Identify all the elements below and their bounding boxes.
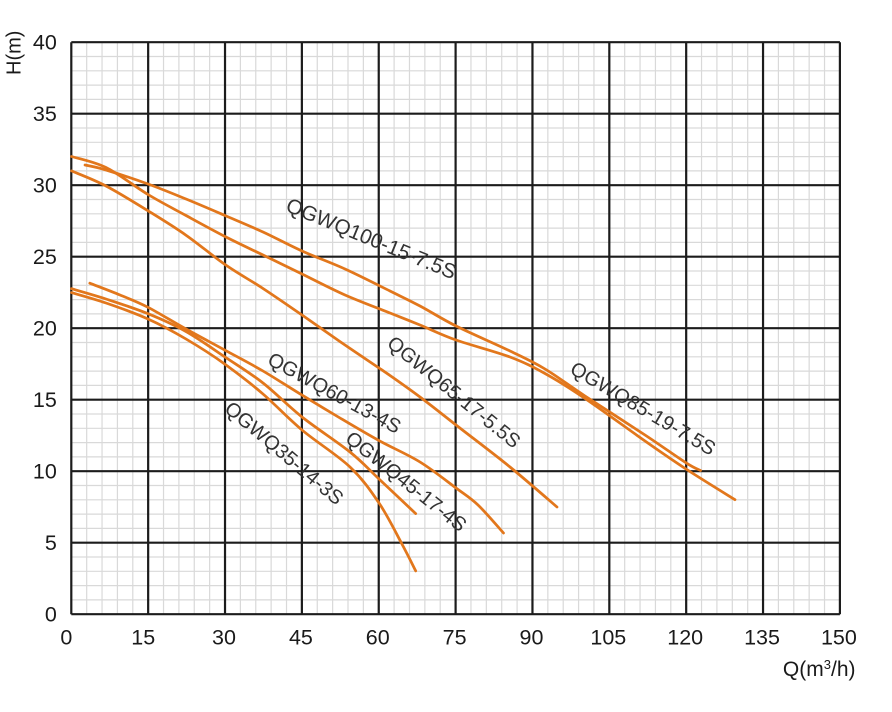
svg-text:30: 30 [212, 626, 236, 650]
svg-text:120: 120 [667, 626, 703, 650]
svg-text:90: 90 [520, 626, 544, 650]
svg-text:150: 150 [821, 626, 857, 650]
svg-text:5: 5 [45, 531, 57, 555]
svg-text:0: 0 [45, 603, 57, 627]
svg-text:35: 35 [33, 102, 57, 126]
svg-text:105: 105 [590, 626, 626, 650]
svg-text:20: 20 [33, 317, 57, 341]
svg-text:15: 15 [131, 626, 155, 650]
svg-text:Q(m3/h): Q(m3/h) [783, 657, 856, 681]
svg-text:30: 30 [33, 174, 57, 198]
svg-text:15: 15 [33, 388, 57, 412]
svg-text:H(m): H(m) [4, 31, 26, 75]
svg-text:135: 135 [744, 626, 780, 650]
svg-text:0: 0 [60, 626, 72, 650]
svg-text:10: 10 [33, 460, 57, 484]
svg-text:75: 75 [443, 626, 467, 650]
svg-text:25: 25 [33, 245, 57, 269]
svg-text:40: 40 [33, 31, 57, 55]
svg-text:60: 60 [366, 626, 390, 650]
svg-text:45: 45 [289, 626, 313, 650]
